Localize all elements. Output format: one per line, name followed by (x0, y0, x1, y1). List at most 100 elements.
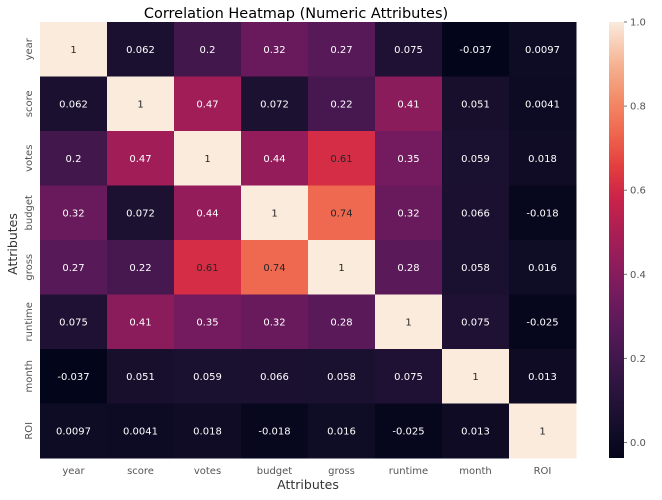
heatmap-cell-ROI-gross (308, 403, 376, 459)
cell-value-label: 1 (472, 372, 478, 383)
heatmap-cell-ROI-year (40, 403, 108, 459)
chart-title: Correlation Heatmap (Numeric Attributes) (144, 6, 448, 22)
y-axis-ticks: year score votes budget gross runtime month ROI (24, 37, 35, 439)
cell-value-label: 0.075 (59, 317, 88, 328)
cell-value-label: 0.2 (66, 154, 82, 165)
cell-value-label: 0.018 (528, 154, 557, 165)
heatmap-cell-gross-runtime (375, 240, 443, 295)
cell-value-label: 0.058 (461, 263, 490, 274)
heatmap-cell-budget-runtime (375, 185, 443, 241)
cell-value-label: 0.072 (260, 99, 289, 110)
heatmap-cell-votes-ROI (509, 131, 577, 186)
cell-value-label: -0.018 (258, 426, 290, 437)
colorbar-tick-label: 0.4 (630, 270, 646, 281)
heatmap-cell-votes-score (107, 131, 175, 186)
heatmap-cell-month-votes (174, 349, 242, 404)
cell-value-label: 0.27 (330, 45, 352, 56)
y-tick-label: ROI (24, 422, 35, 440)
cell-value-label: 0.051 (461, 99, 490, 110)
heatmap-cell-runtime-ROI (509, 294, 577, 350)
colorbar-tick-label: 1.0 (630, 18, 646, 29)
y-axis-label: Attributes (5, 213, 20, 275)
cell-value-label: 0.28 (330, 317, 352, 328)
heatmap-cell-month-score (107, 349, 175, 404)
heatmap-cell-ROI-budget (241, 403, 309, 459)
heatmap-cell-runtime-score (107, 294, 175, 350)
cell-value-label: 0.32 (263, 45, 285, 56)
heatmap-cell-runtime-year (40, 294, 108, 350)
colorbar-tick-label: 0.0 (630, 438, 646, 449)
cell-value-label: 0.61 (330, 154, 352, 165)
cell-value-label: 0.062 (126, 45, 155, 56)
heatmap-cell-month-month (442, 349, 510, 404)
cell-value-label: 0.47 (129, 154, 151, 165)
cell-value-label: 0.016 (327, 426, 356, 437)
heatmap-cell-budget-year (40, 185, 108, 241)
x-axis-label: Attributes (277, 477, 339, 492)
heatmap-cell-month-runtime (375, 349, 443, 404)
heatmap-cell-runtime-budget (241, 294, 309, 350)
heatmap-cell-score-ROI (509, 76, 577, 132)
x-tick-label: month (459, 466, 491, 477)
heatmap-cell-score-month (442, 76, 510, 132)
cell-value-label: 0.32 (397, 208, 419, 219)
heatmap-cell-month-gross (308, 349, 376, 404)
heatmap-cell-runtime-runtime (375, 294, 443, 350)
cell-value-label: 1 (539, 426, 545, 437)
cell-value-label: 0.059 (461, 154, 490, 165)
cell-value-label: 0.013 (461, 426, 490, 437)
cell-value-label: 0.072 (126, 208, 155, 219)
heatmap-cell-budget-votes (174, 185, 242, 241)
heatmap-cell-year-year (40, 22, 108, 77)
cell-value-label: 0.0041 (123, 426, 158, 437)
cell-value-label: 0.0041 (525, 99, 560, 110)
cell-value-label: 1 (338, 263, 344, 274)
heatmap-cell-gross-year (40, 240, 108, 295)
cell-value-label: 0.27 (62, 263, 84, 274)
heatmap-cell-year-votes (174, 22, 242, 77)
cell-value-label: 1 (137, 99, 143, 110)
heatmap-cell-votes-budget (241, 131, 309, 186)
heatmap-cell-gross-gross (308, 240, 376, 295)
heatmap-cell-budget-gross (308, 185, 376, 241)
heatmap-cell-year-gross (308, 22, 376, 77)
cell-value-label: 0.44 (263, 154, 285, 165)
y-tick-label: score (24, 90, 35, 117)
cell-value-label: -0.025 (392, 426, 424, 437)
cell-value-label: 0.0097 (56, 426, 91, 437)
y-tick-label: votes (24, 145, 35, 172)
cell-value-label: 0.74 (330, 208, 352, 219)
heatmap-cell-ROI-runtime (375, 403, 443, 459)
cell-value-label: 0.075 (394, 45, 423, 56)
heatmap-cell-gross-ROI (509, 240, 577, 295)
cell-value-label: 0.61 (196, 263, 218, 274)
x-tick-label: score (127, 466, 154, 477)
y-tick-label: budget (24, 195, 35, 231)
heatmap-cell-ROI-score (107, 403, 175, 459)
heatmap-cell-gross-score (107, 240, 175, 295)
cell-value-label: 0.075 (461, 317, 490, 328)
y-tick-label: year (24, 37, 35, 60)
cell-value-label: 1 (204, 154, 210, 165)
cell-value-label: 0.058 (327, 372, 356, 383)
x-tick-label: gross (328, 466, 355, 477)
cell-value-label: 0.016 (528, 263, 557, 274)
cell-value-label: -0.025 (526, 317, 558, 328)
colorbar-ticks: 0.0 0.2 0.4 0.6 0.8 1.0 (624, 18, 646, 449)
heatmap-cell-runtime-month (442, 294, 510, 350)
cell-value-label: 1 (70, 45, 76, 56)
heatmap-cell-votes-runtime (375, 131, 443, 186)
x-tick-label: year (62, 466, 85, 477)
heatmap-cell-votes-year (40, 131, 108, 186)
cell-value-label: 0.075 (394, 372, 423, 383)
cell-value-label: 0.47 (196, 99, 218, 110)
heatmap-cell-month-year (40, 349, 108, 404)
cell-value-label: 0.22 (129, 263, 151, 274)
cell-value-label: -0.018 (526, 208, 558, 219)
cell-value-label: -0.037 (459, 45, 491, 56)
heatmap-cell-gross-votes (174, 240, 242, 295)
cell-value-label: 0.41 (129, 317, 151, 328)
x-axis-ticks: year score votes budget gross runtime month ROI (62, 466, 551, 477)
cell-value-label: 0.32 (62, 208, 84, 219)
